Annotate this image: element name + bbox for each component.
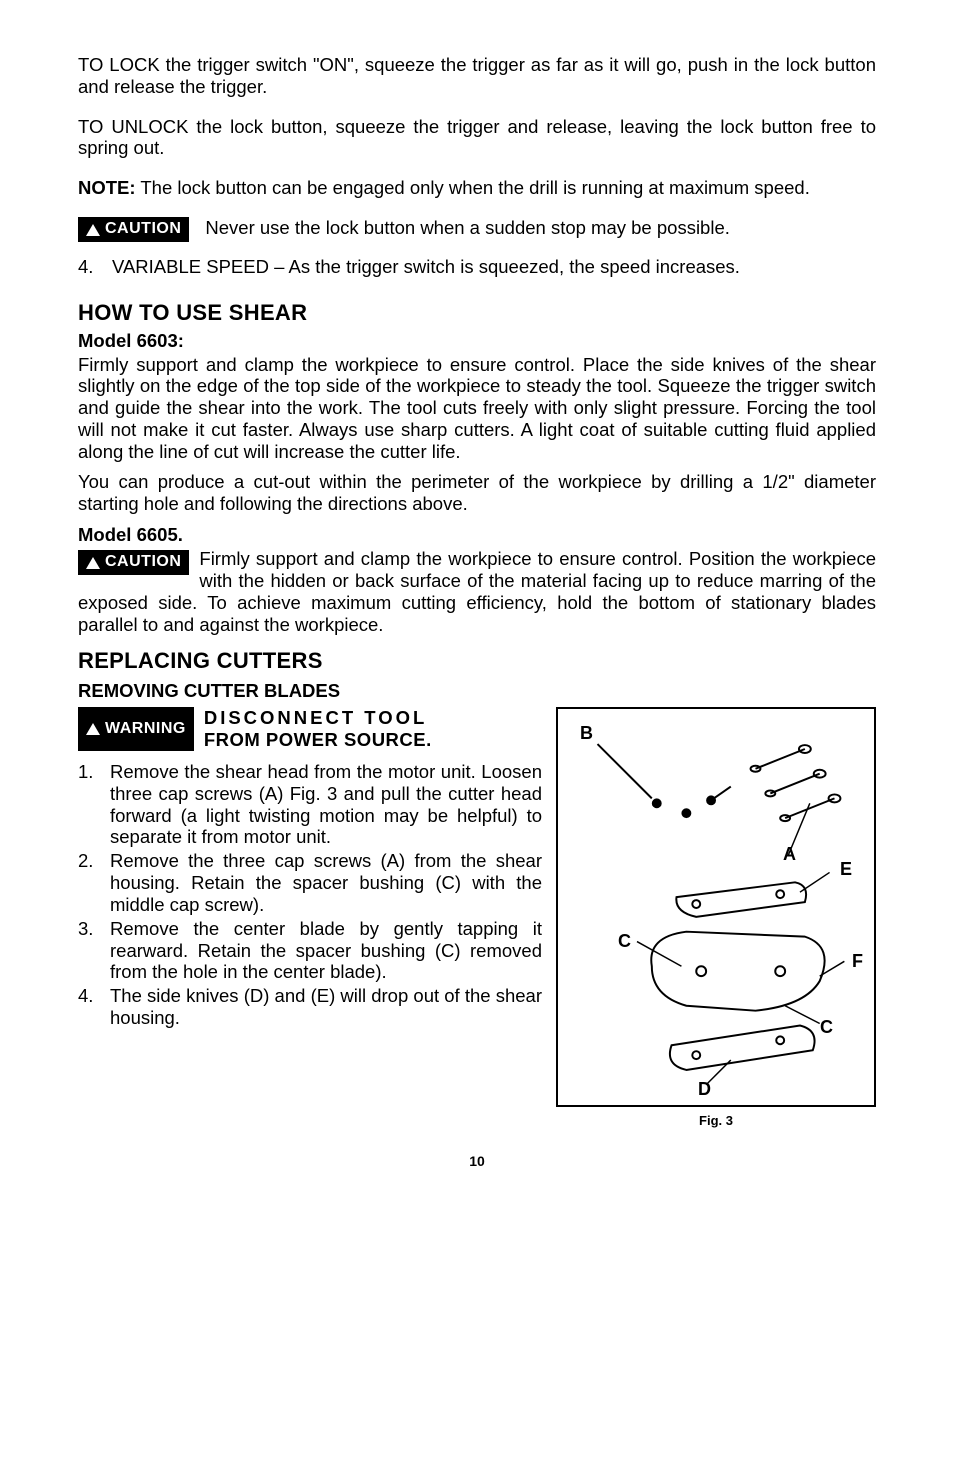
step-2: 2. Remove the three cap screws (A) from … [78,850,542,915]
model-6603-paragraph-1: Firmly support and clamp the workpiece t… [78,354,876,463]
caution-badge-text: CAUTION [105,220,181,239]
warning-badge-text: WARNING [105,720,186,739]
figure-label-c1: C [618,931,631,952]
heading-how-to-use-shear: HOW TO USE SHEAR [78,300,876,326]
step-number: 3. [78,918,110,983]
step-number: 1. [78,761,110,848]
step-number: 2. [78,850,110,915]
step-body: Remove the center blade by gently tappin… [110,918,542,983]
step-4: 4. The side knives (D) and (E) will drop… [78,985,542,1029]
warning-triangle-icon [86,723,100,735]
model-6605-text: Firmly support and clamp the workpiece t… [78,548,876,634]
figure-caption: Fig. 3 [556,1113,876,1128]
figure-label-e: E [840,859,852,880]
note-body: The lock button can be engaged only when… [136,177,810,198]
subhead-removing-cutter-blades: REMOVING CUTTER BLADES [78,680,876,702]
heading-replacing-cutters: REPLACING CUTTERS [78,648,876,674]
step-3: 3. Remove the center blade by gently tap… [78,918,542,983]
caution-badge: CAUTION [78,217,189,242]
list-number: 4. [78,256,112,278]
list-item-4: 4. VARIABLE SPEED – As the trigger switc… [78,256,876,278]
subhead-model-6605: Model 6605. [78,524,876,546]
list-text: VARIABLE SPEED – As the trigger switch i… [112,256,876,278]
warning-triangle-icon [86,224,100,236]
figure-label-c2: C [820,1017,833,1038]
right-column: B A E C F C D Fig. 3 [556,707,876,1128]
model-6605-caution-paragraph: CAUTION Firmly support and clamp the wor… [78,548,876,635]
steps-list: 1. Remove the shear head from the motor … [78,761,542,1029]
intro-paragraph-1: TO LOCK the trigger switch "ON", squeeze… [78,54,876,98]
caution-badge-text-2: CAUTION [105,553,181,572]
step-1: 1. Remove the shear head from the motor … [78,761,542,848]
page-number: 10 [78,1153,876,1170]
figure-label-d: D [698,1079,711,1100]
warning-triangle-icon [86,557,100,569]
warning-badge: WARNING [78,707,194,751]
page-root: TO LOCK the trigger switch "ON", squeeze… [0,0,954,1209]
disconnect-text: DISCONNECT TOOL FROM POWER SOURCE. [204,707,542,751]
two-column-layout: WARNING DISCONNECT TOOL FROM POWER SOURC… [78,707,876,1128]
note-paragraph: NOTE: The lock button can be engaged onl… [78,177,876,199]
figure-3-box: B A E C F C D [556,707,876,1107]
step-body: Remove the three cap screws (A) from the… [110,850,542,915]
note-label: NOTE: [78,177,136,198]
figure-label-a: A [783,844,796,865]
step-number: 4. [78,985,110,1029]
step-body: The side knives (D) and (E) will drop ou… [110,985,542,1029]
subhead-model-6603: Model 6603: [78,330,876,352]
disconnect-line-2: FROM POWER SOURCE. [204,729,432,750]
figure-3-diagram [558,709,874,1105]
warning-disconnect-row: WARNING DISCONNECT TOOL FROM POWER SOURC… [78,707,542,751]
left-column: WARNING DISCONNECT TOOL FROM POWER SOURC… [78,707,542,1031]
figure-label-b: B [580,723,593,744]
model-6603-paragraph-2: You can produce a cut-out within the per… [78,471,876,515]
caution-block-1: CAUTION Never use the lock button when a… [78,217,876,242]
caution-text-1: Never use the lock button when a sudden … [205,217,876,239]
step-body: Remove the shear head from the motor uni… [110,761,542,848]
disconnect-line-1: DISCONNECT TOOL [204,707,428,728]
figure-label-f: F [852,951,863,972]
intro-paragraph-2: TO UNLOCK the lock button, squeeze the t… [78,116,876,160]
caution-badge-2: CAUTION [78,550,189,575]
